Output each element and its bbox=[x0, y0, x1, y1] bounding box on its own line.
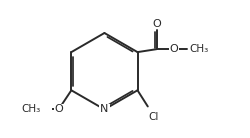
Text: CH₃: CH₃ bbox=[189, 44, 208, 54]
Text: CH₃: CH₃ bbox=[21, 104, 40, 114]
Text: Cl: Cl bbox=[148, 112, 159, 122]
Text: O: O bbox=[152, 19, 161, 29]
Text: N: N bbox=[100, 104, 108, 114]
Text: O: O bbox=[170, 44, 178, 54]
Text: O: O bbox=[54, 104, 63, 114]
